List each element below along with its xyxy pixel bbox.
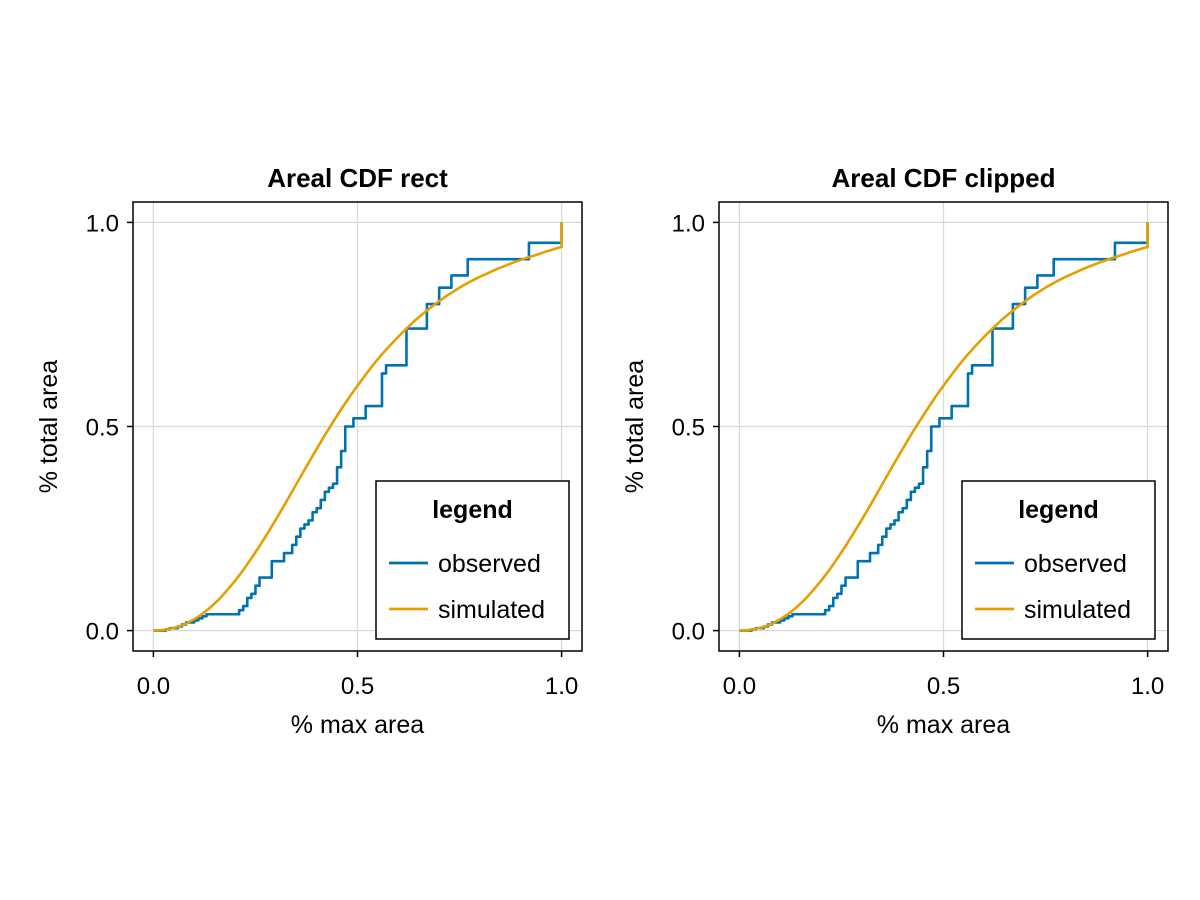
chart-panel-1: 0.0 0.5 1.0 0.0 0.5 1.0 Areal CDF rect % max ar… — [35, 163, 583, 739]
y-tick-label: 1.0 — [86, 210, 119, 237]
x-tick-label: 1.0 — [1131, 673, 1164, 700]
series-line-simulated — [153, 222, 563, 632]
series-line-simulated — [739, 222, 1149, 632]
series-line-observed — [153, 222, 563, 632]
legend-title: legend — [432, 496, 513, 524]
x-axis-label: % max area — [877, 711, 1010, 739]
x-axis-label: % max area — [291, 711, 424, 739]
chart-title: Areal CDF rect — [267, 163, 448, 193]
legend-title: legend — [1018, 496, 1099, 524]
legend: legend observed simulated — [961, 480, 1156, 640]
chart-title: Areal CDF clipped — [832, 163, 1056, 193]
y-axis-label: % total area — [621, 360, 649, 494]
legend-label-observed: observed — [1024, 550, 1127, 578]
chart-panel-2: 0.0 0.5 1.0 0.0 0.5 1.0 Areal CDF clipped % max… — [621, 163, 1169, 739]
y-axis-label: % total area — [35, 360, 63, 494]
series-line-observed — [739, 222, 1149, 632]
legend-box — [961, 480, 1156, 640]
x-tick-label: 0.0 — [723, 673, 756, 700]
legend-box — [375, 480, 570, 640]
y-tick-label: 1.0 — [672, 210, 705, 237]
y-tick-label: 0.0 — [86, 619, 119, 646]
legend-label-simulated: simulated — [1024, 596, 1131, 624]
legend-label-simulated: simulated — [438, 596, 545, 624]
y-tick-label: 0.5 — [672, 415, 705, 442]
chart-panels: 0.0 0.5 1.0 0.0 0.5 1.0 Areal CDF rect % max ar… — [35, 163, 1169, 739]
x-tick-label: 1.0 — [545, 673, 578, 700]
x-tick-label: 0.5 — [927, 673, 960, 700]
x-tick-label: 0.0 — [137, 673, 170, 700]
x-tick-label: 0.5 — [341, 673, 374, 700]
legend-label-observed: observed — [438, 550, 541, 578]
y-tick-label: 0.0 — [672, 619, 705, 646]
y-tick-label: 0.5 — [86, 415, 119, 442]
legend: legend observed simulated — [375, 480, 570, 640]
